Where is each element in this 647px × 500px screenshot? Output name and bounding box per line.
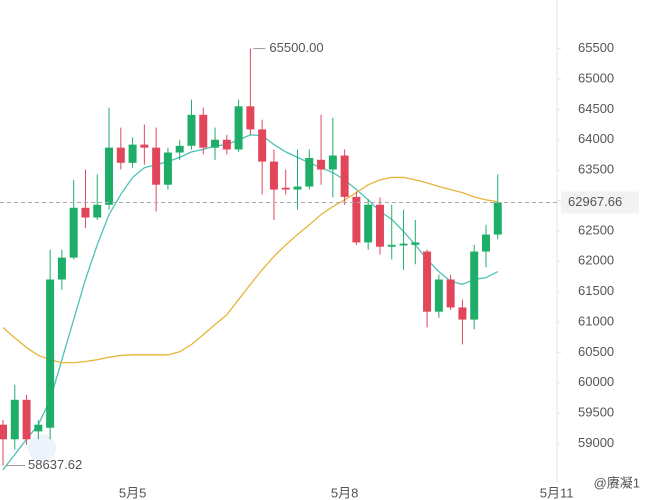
y-tick-label: 60500 xyxy=(578,344,614,359)
candle-body xyxy=(187,114,196,146)
candle-body xyxy=(258,129,267,162)
candle-body xyxy=(22,399,31,440)
candle-body xyxy=(152,147,161,185)
candle-body xyxy=(375,204,384,247)
candle-body xyxy=(328,155,337,170)
low-annotation: 58637.62 xyxy=(28,457,82,472)
y-tick-label: 62000 xyxy=(578,253,614,268)
y-tick-label: 65000 xyxy=(578,70,614,85)
candle-body xyxy=(0,424,7,440)
candle-body xyxy=(105,147,114,205)
candle-body xyxy=(246,106,255,130)
candle-body xyxy=(128,144,137,163)
candle-body xyxy=(234,106,243,150)
y-tick-label: 64000 xyxy=(578,131,614,146)
candle-body xyxy=(481,234,490,252)
y-tick-label: 59500 xyxy=(578,405,614,420)
high-annotation: 65500.00 xyxy=(269,40,323,55)
candle-body xyxy=(211,139,220,148)
y-tick-label: 59000 xyxy=(578,435,614,450)
icon xyxy=(28,434,56,462)
candle-body xyxy=(46,279,55,428)
candle-body xyxy=(222,139,231,150)
candle-body xyxy=(81,207,90,218)
candle-body xyxy=(57,257,66,280)
candle-body xyxy=(293,186,302,190)
y-tick-label: 61000 xyxy=(578,313,614,328)
candle-body xyxy=(399,243,408,246)
candle-body xyxy=(305,157,314,187)
candle-body xyxy=(116,147,125,163)
candle-body xyxy=(317,159,326,170)
candle-body xyxy=(423,251,432,312)
candle-body xyxy=(140,144,149,148)
candle-body xyxy=(387,244,396,247)
candle-body xyxy=(446,279,455,308)
candle-body xyxy=(434,279,443,312)
ma-line xyxy=(2,176,498,364)
x-tick-label: 5月11 xyxy=(540,485,574,500)
candle-body xyxy=(69,207,78,258)
candle-body xyxy=(364,204,373,243)
candle-body xyxy=(340,155,349,197)
last-price-box xyxy=(561,191,639,214)
candle-body xyxy=(470,251,479,320)
candle-body xyxy=(281,187,290,190)
x-tick-label: 5月8 xyxy=(331,485,358,500)
y-tick-label: 64500 xyxy=(578,101,614,116)
candle-body xyxy=(199,114,208,148)
candle-body xyxy=(163,152,172,185)
x-tick-label: 5月5 xyxy=(119,485,146,500)
y-tick-label: 61500 xyxy=(578,283,614,298)
candle-body xyxy=(352,196,361,243)
candle-body xyxy=(269,161,278,190)
y-tick-label: 60000 xyxy=(578,374,614,389)
y-tick-label: 63500 xyxy=(578,162,614,177)
last-price-label: 62967.66 xyxy=(568,194,622,209)
watermark: @赓凝1 xyxy=(594,475,640,490)
candle-body xyxy=(175,145,184,153)
candle-body xyxy=(493,202,502,235)
candle-body xyxy=(93,204,102,218)
y-tick-label: 62500 xyxy=(578,222,614,237)
y-tick-label: 65500 xyxy=(578,40,614,55)
candle-body xyxy=(34,424,43,432)
candle-body xyxy=(10,399,19,440)
candle-body xyxy=(458,307,467,320)
candle-body xyxy=(411,242,420,245)
